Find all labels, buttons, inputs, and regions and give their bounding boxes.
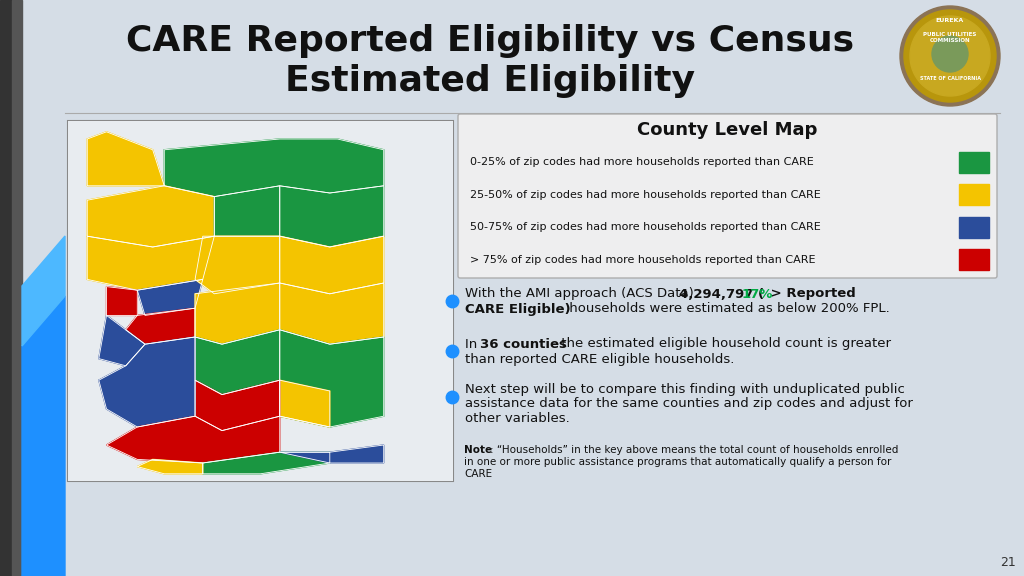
- Text: 50-75% of zip codes had more households reported than CARE: 50-75% of zip codes had more households …: [470, 222, 821, 232]
- Bar: [65, 0, 935, 116]
- FancyBboxPatch shape: [458, 114, 997, 278]
- Text: CARE Reported Eligibility vs Census: CARE Reported Eligibility vs Census: [126, 24, 854, 58]
- Text: 0-25% of zip codes had more households reported than CARE: 0-25% of zip codes had more households r…: [470, 157, 814, 167]
- Polygon shape: [106, 287, 137, 316]
- Polygon shape: [137, 279, 203, 316]
- Polygon shape: [87, 186, 214, 247]
- Text: Next step will be to compare this finding with unduplicated public: Next step will be to compare this findin…: [465, 384, 905, 396]
- Circle shape: [900, 6, 1000, 106]
- Polygon shape: [280, 330, 384, 427]
- Text: STATE OF CALIFORNIA: STATE OF CALIFORNIA: [920, 75, 981, 81]
- Text: Note: Note: [464, 445, 493, 455]
- Text: households were estimated as below 200% FPL.: households were estimated as below 200% …: [565, 302, 890, 316]
- Polygon shape: [164, 139, 384, 196]
- Polygon shape: [280, 236, 384, 294]
- Bar: [0, 0, 12, 576]
- Polygon shape: [214, 186, 280, 236]
- Polygon shape: [195, 236, 280, 294]
- Bar: [68, 121, 453, 481]
- Text: In: In: [465, 338, 481, 351]
- Circle shape: [932, 36, 968, 72]
- Text: County Level Map: County Level Map: [637, 121, 818, 139]
- Polygon shape: [203, 452, 330, 474]
- Text: CARE Eligible): CARE Eligible): [465, 302, 570, 316]
- Bar: [959, 249, 989, 270]
- Polygon shape: [22, 296, 65, 576]
- Polygon shape: [98, 316, 145, 366]
- Polygon shape: [137, 460, 203, 474]
- Polygon shape: [195, 380, 280, 431]
- Text: EUREKA: EUREKA: [936, 17, 965, 22]
- Text: With the AMI approach (ACS Data): With the AMI approach (ACS Data): [465, 287, 698, 301]
- Text: assistance data for the same counties and zip codes and adjust for: assistance data for the same counties an…: [465, 397, 912, 411]
- Text: : “Households” in the key above means the total count of households enrolled: : “Households” in the key above means th…: [490, 445, 898, 455]
- Circle shape: [904, 10, 996, 102]
- Text: PUBLIC UTILITIES: PUBLIC UTILITIES: [924, 32, 977, 36]
- Text: > 75% of zip codes had more households reported than CARE: > 75% of zip codes had more households r…: [470, 255, 815, 265]
- Text: CARE: CARE: [464, 469, 493, 479]
- Text: other variables.: other variables.: [465, 411, 569, 425]
- Polygon shape: [126, 308, 195, 344]
- Text: than reported CARE eligible households.: than reported CARE eligible households.: [465, 353, 734, 366]
- Circle shape: [910, 16, 990, 96]
- Polygon shape: [22, 236, 65, 346]
- Bar: [959, 217, 989, 238]
- Polygon shape: [106, 416, 280, 463]
- Text: Estimated Eligibility: Estimated Eligibility: [285, 64, 695, 98]
- Polygon shape: [98, 337, 195, 427]
- Text: 25-50% of zip codes had more households reported than CARE: 25-50% of zip codes had more households …: [470, 190, 821, 200]
- Polygon shape: [195, 283, 280, 344]
- Polygon shape: [87, 236, 214, 290]
- Text: > Reported: > Reported: [766, 287, 856, 301]
- Text: 4,294,797 (: 4,294,797 (: [679, 287, 764, 301]
- Bar: [959, 151, 989, 173]
- Text: 17%: 17%: [742, 287, 773, 301]
- Polygon shape: [280, 380, 330, 427]
- Text: 36 counties: 36 counties: [480, 338, 567, 351]
- Text: in one or more public assistance programs that automatically qualify a person fo: in one or more public assistance program…: [464, 457, 891, 467]
- Bar: [68, 121, 453, 481]
- Text: 21: 21: [1000, 555, 1016, 569]
- Bar: [12, 0, 22, 576]
- Bar: [959, 184, 989, 205]
- Polygon shape: [280, 445, 384, 463]
- Polygon shape: [280, 283, 384, 344]
- Text: COMMISSION: COMMISSION: [930, 37, 971, 43]
- Polygon shape: [280, 186, 384, 247]
- Polygon shape: [195, 330, 280, 395]
- Text: the estimated eligible household count is greater: the estimated eligible household count i…: [557, 338, 891, 351]
- Polygon shape: [87, 132, 164, 186]
